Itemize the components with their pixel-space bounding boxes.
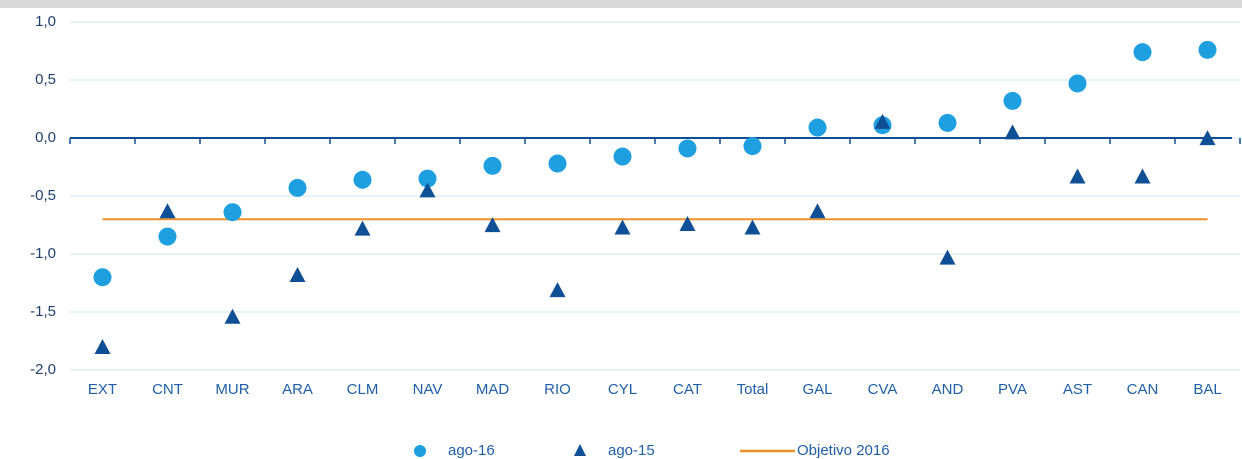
legend-label: Objetivo 2016 (797, 442, 890, 459)
y-tick-label: -0,5 (30, 187, 56, 204)
x-tick-label: MAD (476, 381, 510, 398)
circle-marker (353, 170, 372, 189)
x-tick-label: CAN (1127, 381, 1159, 398)
circle-marker (158, 227, 177, 246)
top-bar (0, 0, 1242, 8)
x-tick-label: CLM (347, 381, 379, 398)
triangle-marker (744, 219, 761, 235)
triangle-marker (1134, 168, 1151, 184)
triangle-marker (419, 182, 436, 198)
triangle-marker (94, 338, 111, 354)
y-tick-label: -1,0 (30, 245, 56, 262)
legend-label: ago-16 (448, 442, 495, 459)
triangle-marker (354, 220, 371, 236)
x-tick-label: CYL (608, 381, 637, 398)
circle-marker (1068, 74, 1087, 93)
x-tick-label: BAL (1193, 381, 1221, 398)
x-tick-label: ARA (282, 381, 313, 398)
triangle-marker (874, 113, 891, 129)
legend-marker (574, 444, 586, 456)
triangle-marker (1004, 124, 1021, 140)
triangle-marker (1069, 168, 1086, 184)
circle-marker (678, 139, 697, 158)
triangle-marker (939, 249, 956, 265)
circle-marker (613, 147, 632, 166)
circle-marker (1133, 43, 1152, 62)
circle-marker (288, 178, 307, 197)
x-tick-label: AST (1063, 381, 1092, 398)
x-tick-label: CVA (868, 381, 898, 398)
triangle-marker (484, 217, 501, 233)
triangle-marker (679, 216, 696, 231)
circle-marker (418, 169, 437, 188)
x-tick-label: CNT (152, 381, 183, 398)
x-tick-label: PVA (998, 381, 1027, 398)
triangle-marker (1199, 130, 1216, 146)
y-tick-label: -2,0 (30, 361, 56, 378)
triangle-marker (289, 267, 306, 283)
triangle-marker (809, 203, 826, 219)
triangle-marker (224, 308, 241, 324)
y-tick-label: 0,5 (35, 71, 56, 88)
circle-marker (548, 154, 567, 173)
x-tick-label: NAV (413, 381, 443, 398)
x-tick-label: AND (932, 381, 964, 398)
x-tick-label: CAT (673, 381, 702, 398)
y-tick-label: 1,0 (35, 13, 56, 30)
x-tick-label: Total (737, 381, 769, 398)
circle-marker (743, 137, 762, 156)
circle-marker (808, 118, 827, 137)
x-tick-label: MUR (215, 381, 249, 398)
circle-marker (938, 113, 957, 132)
circle-marker (93, 268, 112, 287)
triangle-marker (614, 219, 631, 235)
legend-label: ago-15 (608, 442, 655, 459)
triangle-marker (549, 282, 566, 298)
x-tick-label: GAL (802, 381, 832, 398)
circle-marker (1198, 40, 1217, 59)
x-tick-label: EXT (88, 381, 117, 398)
y-tick-label: 0,0 (35, 129, 56, 146)
circle-marker (483, 156, 502, 175)
circle-marker (223, 203, 242, 222)
legend-marker (414, 445, 426, 457)
x-tick-label: RIO (544, 381, 571, 398)
triangle-marker (159, 203, 176, 219)
y-tick-label: -1,5 (30, 303, 56, 320)
circle-marker (1003, 91, 1022, 110)
